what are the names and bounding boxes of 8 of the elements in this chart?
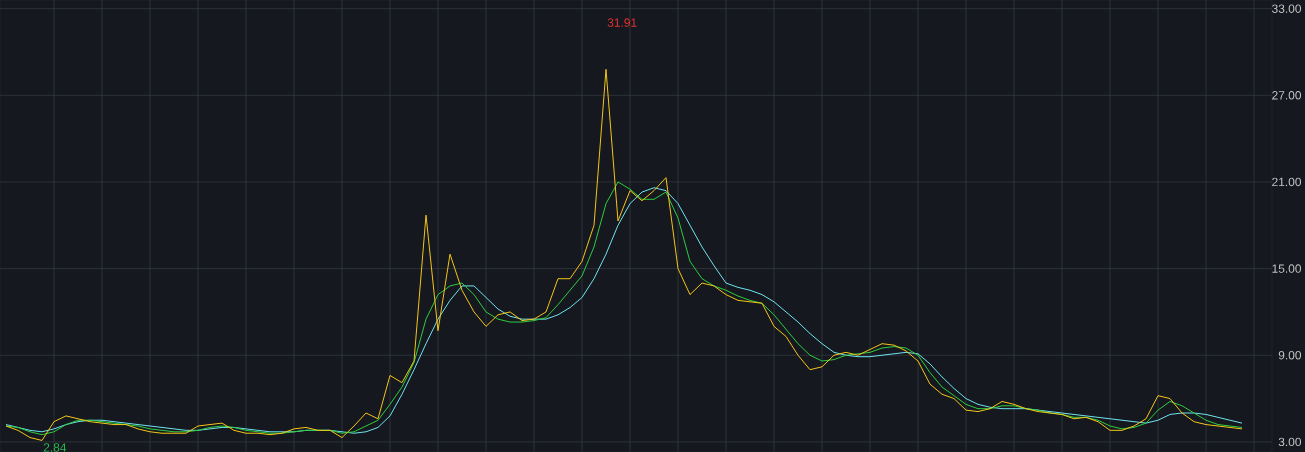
- y-tick-label: 15.00: [1272, 264, 1302, 273]
- y-tick-label: 33.00: [1272, 4, 1302, 13]
- y-tick-label: 21.00: [1272, 177, 1302, 187]
- y-tick-label: 9.00: [1278, 351, 1302, 360]
- annotation: 31.91: [607, 18, 637, 27]
- y-tick-label: 3.00: [1278, 437, 1302, 447]
- y-tick-label: 27.00: [1272, 91, 1302, 100]
- annotation: 2.84: [43, 443, 67, 452]
